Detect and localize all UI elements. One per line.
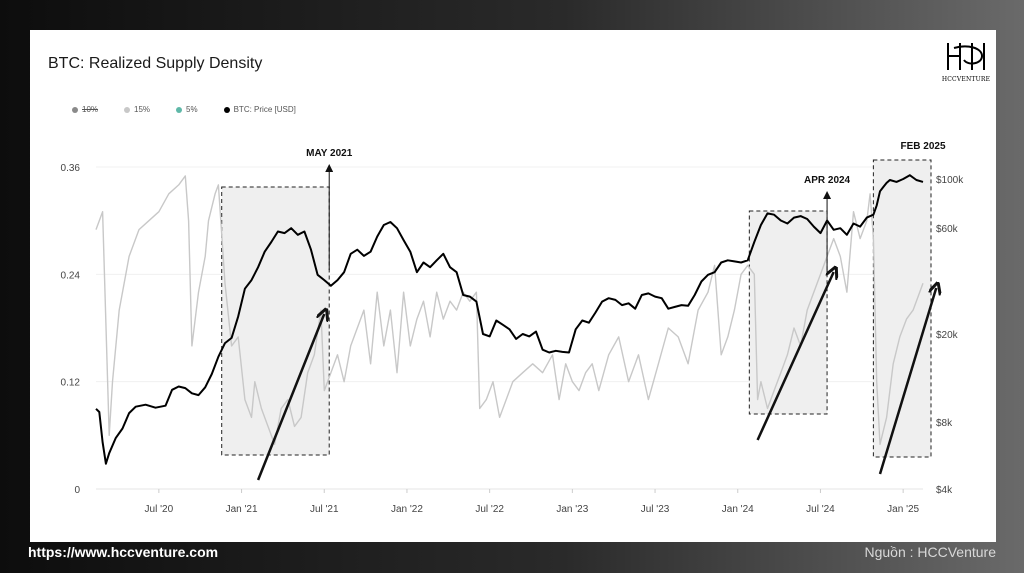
footer-source: Nguồn : HCCVenture: [864, 544, 996, 560]
legend-label: 15%: [134, 105, 151, 114]
chart-card: BTC: Realized Supply Density HCCVENTURE …: [30, 30, 996, 542]
highlight-boxes: [221, 159, 932, 458]
logo-text: HCCVENTURE: [941, 76, 991, 83]
trend-arrow: [878, 288, 936, 475]
y-right-tick-label: $60k: [936, 224, 959, 235]
chart-title: BTC: Realized Supply Density: [48, 55, 263, 72]
legend-dot-icon: [124, 106, 131, 113]
y-left-tick-label: 0.12: [61, 378, 81, 389]
highlight-box: [872, 159, 932, 458]
series-lines: [95, 174, 924, 465]
y-left-tick-label: 0.36: [61, 163, 81, 174]
x-tick-label: Jan '25: [887, 504, 919, 515]
legend-dot-icon: [176, 106, 183, 113]
x-tick-label: Jul '23: [641, 504, 670, 515]
hccventure-logo: HCCVENTURE: [938, 40, 994, 88]
legend-dot-icon: [223, 106, 230, 113]
annotations: MAY 2021 APR 2024 FEB 2025: [306, 141, 946, 275]
legend-label: 10%: [82, 105, 99, 114]
trend-arrow: [256, 314, 324, 481]
legend-item-5[interactable]: 5%: [176, 105, 198, 114]
footer-url[interactable]: https://www.hccventure.com: [28, 544, 219, 560]
x-tick-label: Jul '24: [806, 504, 835, 515]
x-tick-label: Jan '24: [722, 504, 754, 515]
legend-item-15[interactable]: 15%: [124, 105, 150, 114]
trend-arrow: [756, 272, 834, 441]
series-line-15: [95, 175, 924, 445]
annotation-label: APR 2024: [804, 175, 851, 186]
trend-arrows: [256, 272, 936, 481]
x-tick-label: Jul '22: [475, 504, 504, 515]
logo-mark-icon: [947, 43, 985, 70]
x-tick-label: Jan '22: [391, 504, 423, 515]
legend-item-price[interactable]: BTC: Price [USD]: [223, 105, 296, 114]
annotation-label: MAY 2021: [306, 148, 353, 159]
y-left-tick-label: 0.24: [61, 270, 81, 281]
chart-legend: 10% 15% 5% BTC: Price [USD]: [72, 105, 296, 114]
x-tick-label: Jul '20: [145, 504, 174, 515]
annotation-label: FEB 2025: [900, 141, 945, 152]
y-right-tick-label: $20k: [936, 330, 959, 341]
legend-dot-icon: [72, 106, 78, 113]
y-left-tick-label: 0: [74, 485, 80, 496]
y-right-tick-label: $8k: [936, 418, 953, 429]
x-tick-label: Jul '21: [310, 504, 339, 515]
highlight-box: [221, 186, 330, 456]
y-right-tick-label: $4k: [936, 485, 953, 496]
axes: 0 0.12 0.24 0.36 Jul '20 Jan '21 Jul '21 Jan '2…: [61, 163, 965, 515]
x-tick-label: Jan '21: [226, 504, 258, 515]
y-right-tick-label: $100k: [936, 175, 964, 186]
legend-label: 5%: [186, 105, 198, 114]
series-line-price: [95, 174, 924, 465]
legend-label: BTC: Price [USD]: [233, 105, 296, 114]
legend-item-10[interactable]: 10%: [72, 105, 98, 114]
chart-plot: 0 0.12 0.24 0.36 Jul '20 Jan '21 Jul '21 Jan '2…: [61, 141, 965, 515]
x-tick-label: Jan '23: [556, 504, 588, 515]
